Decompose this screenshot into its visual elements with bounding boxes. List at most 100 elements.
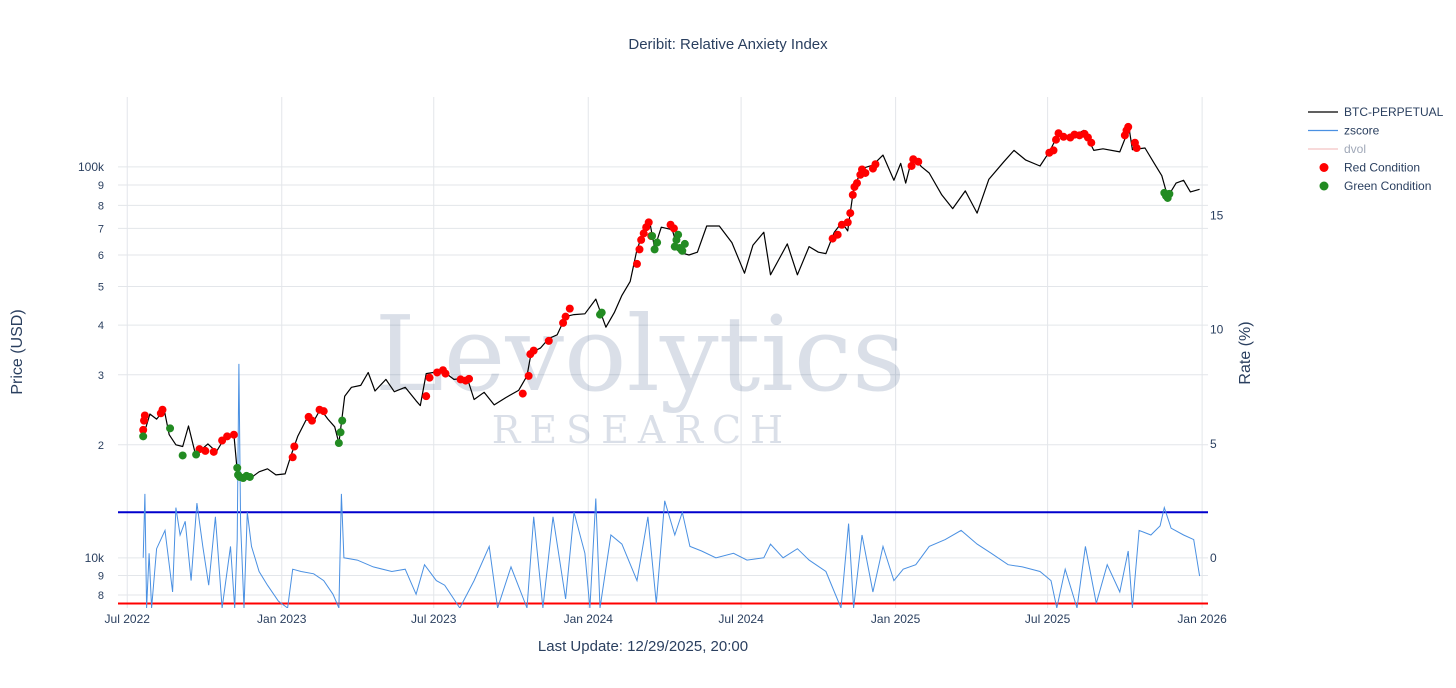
price-layer	[142, 127, 1200, 479]
red-condition-marker	[846, 209, 855, 218]
red-condition-marker	[201, 446, 210, 455]
legend-label: BTC-PERPETUAL	[1344, 105, 1444, 119]
watermark-subtitle: RESEARCH	[492, 408, 792, 452]
green-condition-marker	[597, 308, 606, 317]
green-condition-marker	[678, 246, 687, 255]
red-condition-marker	[871, 160, 880, 169]
red-condition-marker	[425, 373, 434, 382]
red-condition-marker	[422, 392, 431, 401]
red-condition-marker	[1124, 122, 1133, 131]
red-condition-marker	[465, 374, 474, 383]
x-tick-label: Jan 2023	[257, 612, 307, 626]
legend-item-red-condition[interactable]: Red Condition	[1319, 161, 1421, 175]
red-condition-marker	[637, 235, 646, 244]
x-tick-label: Jul 2022	[105, 612, 151, 626]
y-left-tick-label: 5	[98, 282, 104, 294]
y-right-tick-label: 5	[1210, 437, 1217, 451]
red-condition-marker	[561, 312, 570, 321]
y-left-tick-label: 10k	[85, 551, 105, 565]
legend-swatch-marker	[1319, 163, 1329, 172]
x-tick-label: Jul 2025	[1025, 612, 1071, 626]
green-condition-marker	[245, 472, 254, 481]
y-left-tick-label: 9	[98, 180, 104, 192]
green-condition-marker	[338, 416, 347, 425]
green-condition-marker	[334, 439, 343, 448]
red-condition-marker	[639, 229, 648, 238]
red-condition-marker	[223, 432, 232, 441]
y-axis-right-title: Rate (%)	[1237, 321, 1254, 384]
y-right-tick-label: 15	[1210, 209, 1224, 223]
green-condition-marker	[336, 428, 345, 437]
x-axis: Jul 2022 Jan 2023 Jul 2023 Jan 2024 Jul 2024…	[105, 612, 1228, 626]
y-left-tick-label: 3	[98, 370, 104, 382]
red-condition-marker	[635, 245, 644, 254]
legend-label: Green Condition	[1344, 179, 1431, 193]
red-condition-marker	[139, 425, 148, 434]
last-update-label: Last Update: 12/29/2025, 20:00	[538, 638, 748, 655]
y-left-tick-label: 7	[98, 223, 104, 235]
x-tick-label: Jan 2024	[564, 612, 614, 626]
zscore-layer	[142, 363, 1201, 608]
red-condition-marker	[307, 416, 316, 425]
y-left-tick-label: 4	[98, 320, 104, 332]
red-condition-marker	[843, 218, 852, 227]
legend-item-btc-perpetual[interactable]: BTC-PERPETUAL	[1308, 105, 1444, 119]
green-condition-marker	[233, 463, 242, 472]
y-left-tick-label: 100k	[78, 160, 105, 174]
red-condition-marker	[565, 304, 574, 313]
watermark: Levolytics RESEARCH	[375, 293, 906, 452]
y-axis-left: 2 3 4 5 6 7 8 9 100k 8 9 10k	[78, 160, 105, 602]
y-left-tick-label: 2	[98, 440, 104, 452]
red-condition-marker	[524, 371, 533, 380]
red-condition-marker	[1132, 144, 1141, 153]
legend: BTC-PERPETUAL zscore dvol Red Condition Gree…	[1308, 105, 1444, 193]
green-condition-marker	[166, 424, 175, 433]
y-left-tick-label: 9	[98, 570, 104, 582]
green-condition-marker	[680, 239, 689, 248]
red-condition-marker	[1052, 135, 1061, 144]
green-condition-marker	[650, 245, 659, 254]
red-condition-marker	[441, 369, 450, 378]
green-condition-marker	[178, 451, 187, 460]
red-condition-marker	[1087, 138, 1096, 147]
red-condition-marker	[669, 224, 678, 233]
red-condition-marker	[288, 453, 297, 462]
red-condition-marker	[861, 168, 870, 177]
red-condition-marker	[1059, 132, 1068, 141]
y-axis-right: 0 5 10 15	[1210, 209, 1224, 565]
red-condition-marker	[209, 447, 218, 456]
red-condition-marker	[848, 190, 857, 199]
red-condition-marker	[529, 346, 538, 355]
y-left-tick-label: 8	[98, 200, 104, 212]
threshold-lines	[118, 511, 1208, 605]
legend-label: Red Condition	[1344, 161, 1420, 175]
red-condition-marker	[914, 157, 923, 166]
x-tick-label: Jul 2024	[718, 612, 764, 626]
green-condition-marker	[192, 450, 201, 459]
gridlines	[118, 97, 1208, 608]
red-condition-marker	[907, 161, 916, 170]
y-right-tick-label: 10	[1210, 323, 1224, 337]
btc-price-line	[142, 127, 1200, 479]
y-left-tick-label: 6	[98, 250, 104, 262]
green-condition-marker	[1165, 189, 1174, 198]
red-condition-marker	[544, 336, 553, 345]
red-condition-marker	[1049, 146, 1058, 155]
legend-item-zscore[interactable]: zscore	[1308, 124, 1380, 138]
green-condition-marker	[648, 231, 657, 240]
y-axis-left-title: Price (USD)	[9, 309, 26, 394]
green-condition-marker	[674, 230, 683, 239]
green-condition-marker	[653, 238, 662, 247]
red-condition-marker	[518, 389, 527, 398]
legend-swatch-marker	[1319, 181, 1329, 191]
x-tick-label: Jul 2023	[411, 612, 457, 626]
legend-item-green-condition[interactable]: Green Condition	[1319, 179, 1432, 193]
green-condition-markers	[139, 188, 1174, 482]
legend-item-dvol[interactable]: dvol	[1308, 142, 1366, 156]
legend-label: zscore	[1344, 124, 1380, 138]
red-condition-marker	[632, 259, 641, 268]
red-condition-marker	[833, 230, 842, 239]
red-condition-marker	[559, 318, 568, 327]
watermark-logo-text: Levolytics	[375, 293, 906, 415]
